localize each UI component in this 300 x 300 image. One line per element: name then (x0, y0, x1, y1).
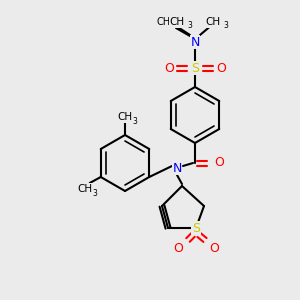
Text: CH: CH (117, 112, 133, 122)
Text: 3: 3 (223, 22, 228, 31)
Text: N: N (190, 35, 200, 49)
Text: CH: CH (169, 17, 184, 27)
Text: CH: CH (157, 17, 171, 27)
Text: CH: CH (206, 17, 220, 27)
Text: 3: 3 (187, 22, 192, 31)
Text: O: O (209, 242, 219, 254)
Text: S: S (192, 221, 200, 235)
Text: N: N (172, 161, 182, 175)
Text: O: O (216, 61, 226, 74)
Text: O: O (214, 157, 224, 169)
Text: 3: 3 (92, 188, 97, 197)
Text: 3: 3 (133, 116, 137, 125)
Text: 3: 3 (180, 22, 184, 28)
Text: O: O (164, 61, 174, 74)
Text: CH: CH (77, 184, 92, 194)
Text: S: S (191, 61, 199, 74)
Text: O: O (173, 242, 183, 254)
